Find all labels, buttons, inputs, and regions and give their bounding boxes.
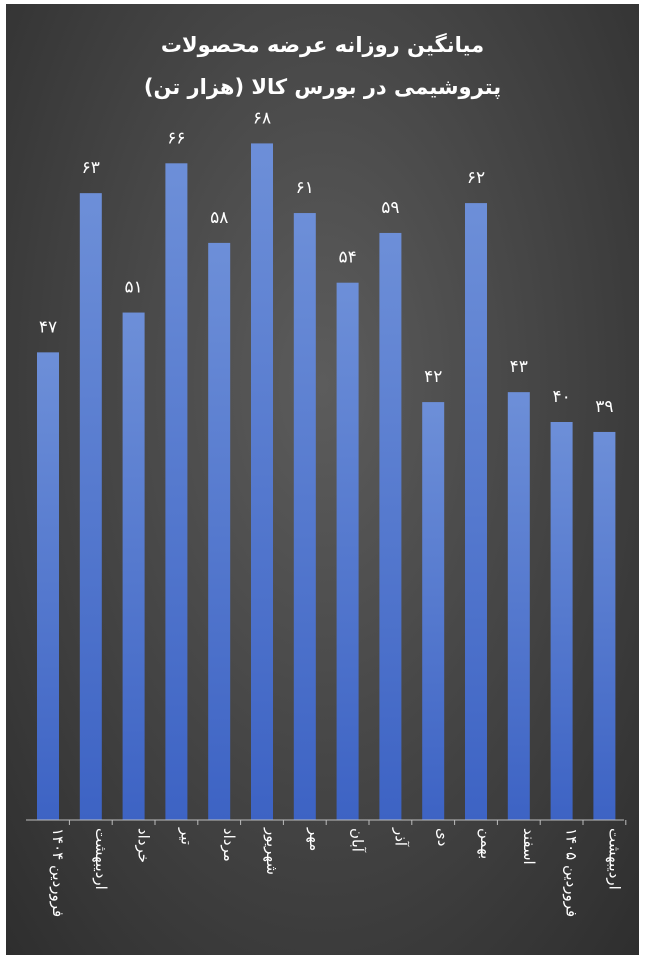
category-label-9: آذر	[391, 827, 409, 847]
category-label-13: فروردین ۱۴۰۵	[563, 828, 581, 917]
bar-6	[251, 143, 273, 820]
category-label-14: اردیبهشت	[605, 828, 623, 890]
category-labels-group: فروردین ۱۴۰۴ اردیبهشت خرداد تیر مرداد شهریور م…	[49, 820, 627, 917]
value-label-14: ۳۹	[595, 397, 613, 417]
category-label-4: تیر	[177, 827, 195, 845]
bar-chart: ۴۷ ۶۳ ۵۱ ۶۶ ۵۸ ۶۸ ۶۱ ۵۴ ۵۹ ۴۲ ۶۲ ۴۳ ۴۰ ۳۹ فروردین ۱۴۰…	[26, 108, 627, 917]
value-label-11: ۶۲	[467, 168, 485, 188]
value-label-6: ۶۸	[253, 108, 271, 128]
bar-1	[37, 352, 59, 820]
chart-title: میانگین روزانه عرضه محصولات پتروشیمی در …	[6, 24, 639, 108]
bar-11	[465, 203, 487, 821]
bar-2	[79, 193, 102, 820]
category-label-6: شهریور	[263, 827, 281, 875]
category-label-12: اسفند	[520, 828, 538, 865]
value-labels-group: ۴۷ ۶۳ ۵۱ ۶۶ ۵۸ ۶۸ ۶۱ ۵۴ ۵۹ ۴۲ ۶۲ ۴۳ ۴۰ ۳۹	[39, 108, 614, 417]
value-label-3: ۵۱	[124, 278, 142, 298]
bar-3	[122, 312, 145, 820]
bar-12	[507, 392, 530, 820]
bars-group	[37, 143, 616, 821]
bar-13	[550, 422, 573, 820]
bar-4	[165, 163, 188, 821]
bar-5	[208, 242, 231, 820]
value-label-1: ۴۷	[39, 317, 57, 337]
value-label-13: ۴۰	[552, 387, 570, 407]
bar-9	[379, 232, 402, 820]
value-label-10: ۴۲	[424, 367, 442, 387]
bar-8	[336, 282, 359, 820]
category-label-8: آبان	[349, 828, 367, 853]
value-label-12: ۴۳	[510, 357, 528, 377]
value-label-9: ۵۹	[381, 198, 399, 218]
value-label-8: ۵۴	[338, 248, 356, 268]
category-label-10: دی	[434, 828, 452, 846]
category-label-11: بهمن	[477, 828, 495, 859]
category-label-5: مرداد	[220, 828, 238, 862]
bar-10	[422, 402, 445, 820]
chart-frame: میانگین روزانه عرضه محصولات پتروشیمی در …	[6, 4, 639, 955]
value-label-2: ۶۳	[82, 158, 100, 178]
bar-7	[293, 213, 316, 821]
value-label-5: ۵۸	[210, 208, 228, 228]
category-label-3: خرداد	[135, 828, 153, 863]
category-label-7: مهر	[306, 827, 324, 851]
chart-title-line-1: میانگین روزانه عرضه محصولات	[160, 33, 485, 57]
category-label-2: اردیبهشت	[92, 828, 110, 890]
chart-title-line-2: پتروشیمی در بورس کالا (هزار تن)	[143, 75, 502, 99]
value-label-7: ۶۱	[296, 178, 314, 198]
category-label-1: فروردین ۱۴۰۴	[49, 828, 67, 917]
value-label-4: ۶۶	[167, 128, 185, 148]
bar-14	[593, 431, 616, 820]
